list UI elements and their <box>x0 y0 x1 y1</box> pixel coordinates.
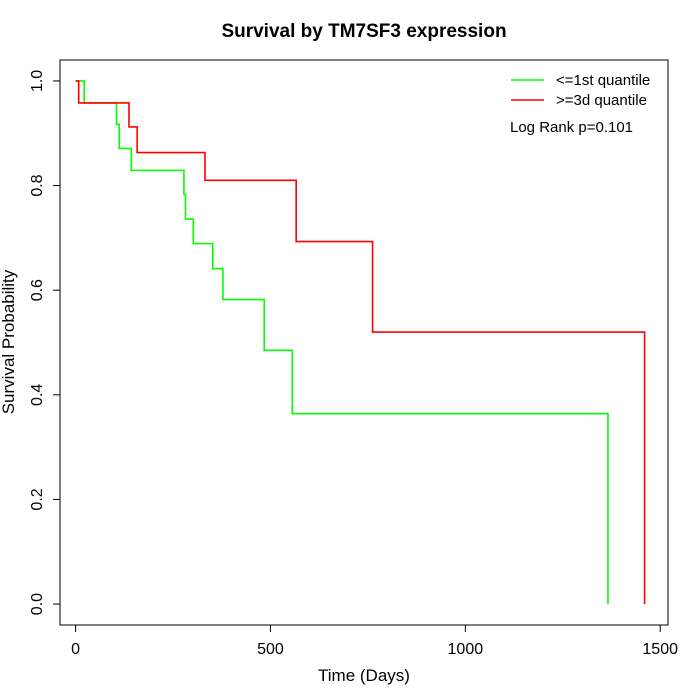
y-tick-label: 0.0 <box>29 593 46 615</box>
x-axis-label: Time (Days) <box>318 666 410 685</box>
plot-frame <box>59 59 669 626</box>
x-axis: 0 500 1000 1500 <box>71 624 678 658</box>
legend-label-2: >=3d quantile <box>556 92 647 109</box>
y-tick-label: 0.4 <box>29 384 46 406</box>
x-tick-label: 1000 <box>448 641 484 658</box>
y-tick-label: 0.6 <box>29 279 46 301</box>
legend-label-1: <=1st quantile <box>556 72 650 89</box>
x-tick-label: 1500 <box>642 641 678 658</box>
chart-title: Survival by TM7SF3 expression <box>221 21 506 42</box>
series-layer <box>75 80 646 605</box>
log-rank-annotation: Log Rank p=0.101 <box>510 119 633 136</box>
y-axis: 0.0 0.2 0.4 0.6 0.8 1.0 <box>29 70 61 615</box>
x-tick-label: 500 <box>257 641 284 658</box>
legend: <=1st quantile >=3d quantile <box>511 72 650 109</box>
y-tick-label: 1.0 <box>29 70 46 92</box>
y-tick-label: 0.8 <box>29 174 46 196</box>
series-line-2 <box>75 80 646 605</box>
x-tick-label: 0 <box>71 641 80 658</box>
series-line-1 <box>75 80 609 605</box>
y-axis-label: Survival Probability <box>0 269 18 414</box>
y-tick-label: 0.2 <box>29 488 46 510</box>
